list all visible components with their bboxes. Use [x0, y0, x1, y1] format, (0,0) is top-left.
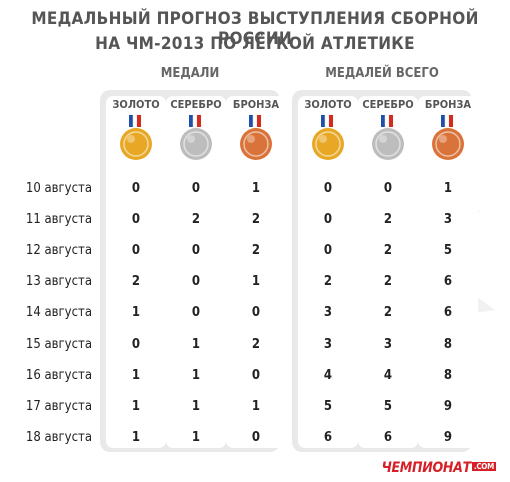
total-gold-cell: 5: [323, 399, 333, 414]
total-bronze-cell: 6: [443, 274, 453, 289]
bronze-medal-icon: [432, 115, 464, 160]
group-header-medals: МЕДАЛИ: [160, 66, 220, 81]
row-date: 13 августа: [25, 274, 92, 289]
medals-silver-cell: 0: [191, 305, 201, 320]
total-bronze-cell: 6: [443, 305, 453, 320]
page-title-line1: МЕДАЛЬНЫЙ ПРОГНОЗ ВЫСТУПЛЕНИЯ СБОРНОЙ РО…: [31, 9, 479, 49]
total-bronze-cell: 8: [443, 368, 453, 383]
column-header-silver: СЕРЕБРО: [362, 98, 414, 111]
row-date: 15 августа: [25, 337, 92, 352]
medals-gold-cell: 0: [131, 337, 141, 352]
championat-logo: ЧЕМПИОНАТ .COM: [381, 460, 496, 476]
column-header-gold: ЗОЛОТО: [304, 98, 352, 111]
total-bronze-cell: 3: [443, 212, 453, 227]
total-silver-cell: 2: [383, 274, 393, 289]
medals-gold-cell: 2: [131, 274, 141, 289]
medals-silver-cell: 1: [191, 337, 201, 352]
medals-silver-cell: 2: [191, 212, 201, 227]
medals-gold-cell: 1: [131, 305, 141, 320]
medals-bronze-cell: 0: [251, 368, 261, 383]
medals-bronze-cell: 0: [251, 305, 261, 320]
total-gold-cell: 0: [323, 181, 333, 196]
medals-bronze-cell: 0: [251, 430, 261, 445]
medals-silver-cell: 1: [191, 430, 201, 445]
column-header-silver: СЕРЕБРО: [170, 98, 222, 111]
total-silver-cell: 2: [383, 305, 393, 320]
total-gold-cell: 0: [323, 243, 333, 258]
silver-medal-icon: [372, 115, 404, 160]
group-header-total: МЕДАЛЕЙ ВСЕГО: [325, 66, 439, 81]
column-header-bronze: БРОНЗА: [232, 98, 280, 111]
row-date: 18 августа: [25, 430, 92, 445]
medals-bronze-cell: 1: [251, 181, 261, 196]
row-date: 17 августа: [25, 399, 92, 414]
total-bronze-cell: 5: [443, 243, 453, 258]
bronze-medal-icon: [240, 115, 272, 160]
total-silver-cell: 6: [383, 430, 393, 445]
medals-gold-cell: 0: [131, 243, 141, 258]
total-silver-cell: 0: [383, 181, 393, 196]
medals-gold-cell: 1: [131, 368, 141, 383]
gold-medal-icon: [120, 115, 152, 160]
row-date: 10 августа: [25, 181, 92, 196]
medals-gold-cell: 1: [131, 399, 141, 414]
medals-gold-cell: 0: [131, 212, 141, 227]
medals-gold-cell: 0: [131, 181, 141, 196]
column-header-bronze: БРОНЗА: [424, 98, 472, 111]
medals-silver-cell: 0: [191, 243, 201, 258]
total-silver-cell: 5: [383, 399, 393, 414]
total-gold-cell: 4: [323, 368, 333, 383]
row-date: 16 августа: [25, 368, 92, 383]
total-silver-cell: 3: [383, 337, 393, 352]
page-title-line2: НА ЧМ-2013 ПО ЛЁГКОЙ АТЛЕТИКЕ: [95, 34, 415, 54]
total-gold-cell: 0: [323, 212, 333, 227]
column-header-gold: ЗОЛОТО: [112, 98, 160, 111]
medals-bronze-cell: 2: [251, 212, 261, 227]
medals-gold-cell: 1: [131, 430, 141, 445]
row-date: 11 августа: [25, 212, 92, 227]
total-gold-cell: 3: [323, 337, 333, 352]
total-silver-cell: 2: [383, 243, 393, 258]
medals-silver-cell: 1: [191, 399, 201, 414]
total-gold-cell: 6: [323, 430, 333, 445]
medals-bronze-cell: 2: [251, 243, 261, 258]
total-gold-cell: 3: [323, 305, 333, 320]
silver-medal-icon: [180, 115, 212, 160]
row-date: 12 августа: [25, 243, 92, 258]
total-gold-cell: 2: [323, 274, 333, 289]
row-date: 14 августа: [25, 305, 92, 320]
medals-bronze-cell: 1: [251, 274, 261, 289]
gold-medal-icon: [312, 115, 344, 160]
medals-silver-cell: 0: [191, 274, 201, 289]
medals-bronze-cell: 2: [251, 337, 261, 352]
total-bronze-cell: 8: [443, 337, 453, 352]
total-bronze-cell: 9: [443, 399, 453, 414]
medals-silver-cell: 0: [191, 181, 201, 196]
medals-silver-cell: 1: [191, 368, 201, 383]
total-silver-cell: 2: [383, 212, 393, 227]
medals-bronze-cell: 1: [251, 399, 261, 414]
total-bronze-cell: 1: [443, 181, 453, 196]
total-silver-cell: 4: [383, 368, 393, 383]
total-bronze-cell: 9: [443, 430, 453, 445]
